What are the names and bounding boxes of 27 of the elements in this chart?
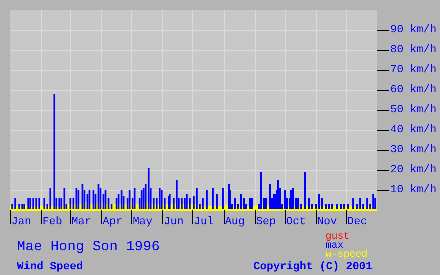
text: Mae Hong Son 1996: [17, 240, 160, 256]
y-tick-label: 40 km/h: [390, 124, 437, 136]
x-tick-label: Jan: [12, 216, 32, 228]
x-tick-label: Mar: [72, 216, 92, 228]
y-tick-label: 30 km/h: [390, 144, 437, 156]
x-tick-label: May: [132, 216, 154, 228]
y-tick-label: 90 km/h: [390, 24, 437, 36]
x-tick-label: Dec: [348, 216, 368, 228]
x-tick-label: Jun: [164, 216, 184, 228]
x-tick-label: Aug: [225, 216, 246, 228]
text: Wind Speed: [17, 262, 84, 274]
y-tick-label: 20 km/h: [390, 164, 437, 176]
text: max: [326, 241, 344, 252]
x-tick-label: Jul: [194, 216, 214, 228]
x-tick-label: Feb: [42, 216, 63, 228]
y-tick-label: 60 km/h: [390, 84, 437, 96]
legend-label: gust: [326, 232, 350, 243]
y-tick-label: 50 km/h: [390, 104, 437, 116]
text: Copyright (C) 2001: [254, 262, 373, 274]
x-tick-label: Sep: [256, 216, 276, 228]
text: w-speed: [326, 249, 368, 261]
y-tick-label: 10 km/h: [390, 184, 437, 196]
x-tick-label: Apr: [102, 216, 123, 228]
y-tick-label: 80 km/h: [390, 44, 437, 56]
x-tick-label: Oct: [286, 216, 306, 228]
y-tick-label: 70 km/h: [390, 64, 437, 76]
x-tick-label: Nov: [317, 216, 338, 228]
